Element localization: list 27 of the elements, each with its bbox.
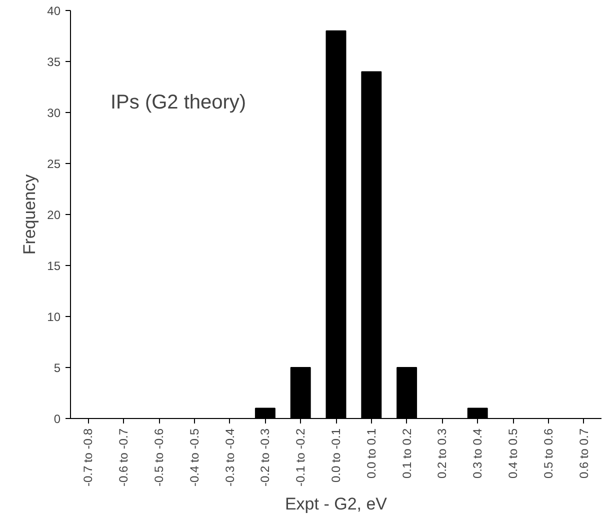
x-tick-label: 0.3 to 0.4 [470,428,485,479]
x-tick-label: -0.1 to -0.2 [294,428,308,487]
y-tick-label: 30 [47,106,61,120]
x-tick-label: 0.4 to 0.5 [506,428,520,479]
y-tick-label: 15 [47,259,61,273]
x-tick-label: -0.7 to -0.8 [81,428,96,487]
x-tick-label: -0.4 to -0.5 [187,428,202,487]
y-tick-label: 25 [47,157,61,171]
x-tick-label: 0.1 to 0.2 [400,428,414,479]
x-tick-label: 0.0 to 0.1 [364,428,378,479]
x-tick-label: -0.2 to -0.3 [258,428,272,487]
y-tick-label: 35 [47,55,61,69]
y-tick-label: 0 [54,412,61,426]
x-tick-label: 0.6 to 0.7 [576,428,591,479]
y-tick-label: 5 [54,361,61,375]
x-tick-label: -0.3 to -0.4 [222,428,237,487]
x-tick-label: 0.2 to 0.3 [435,428,450,479]
y-tick-label: 20 [47,208,61,222]
x-axis-title: Expt - G2, eV [284,494,388,514]
y-tick-label: 40 [47,4,61,18]
annotation: IPs (G2 theory) [110,92,246,114]
x-tick-label: 0.0 to -0.1 [329,428,343,483]
y-axis-title: Frequency [20,174,40,255]
x-tick-label: 0.5 to 0.6 [541,428,556,479]
x-tick-label: -0.5 to -0.6 [152,428,166,487]
y-tick-label: 10 [47,310,61,324]
x-tick-label: -0.6 to -0.7 [116,428,131,487]
